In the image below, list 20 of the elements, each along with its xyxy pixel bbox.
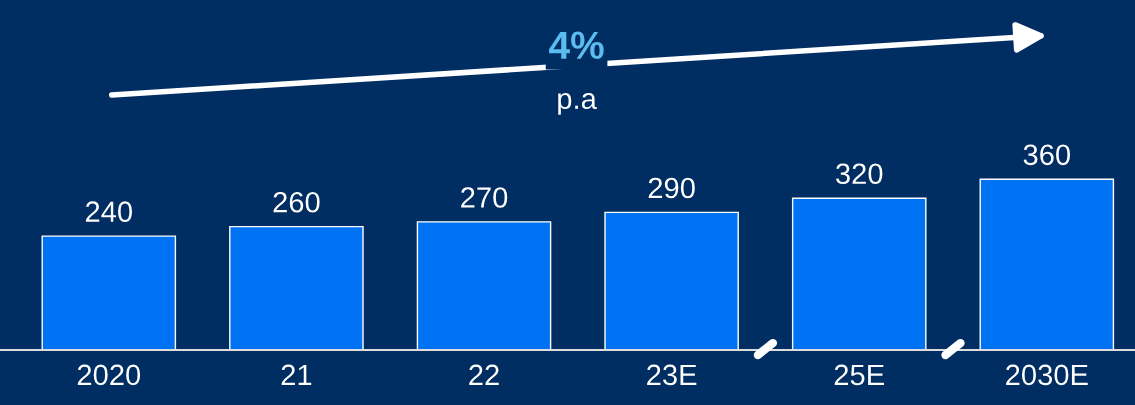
bar — [229, 225, 364, 350]
data-label: 270 — [461, 187, 508, 208]
data-label: 260 — [273, 191, 320, 213]
bar — [979, 178, 1115, 350]
data-label: 320 — [836, 163, 883, 185]
bar — [791, 197, 927, 350]
text: 4% — [549, 31, 604, 59]
x-tick-label: 22 — [469, 364, 499, 385]
x-tick-label: 21 — [281, 364, 312, 385]
data-label: 290 — [648, 177, 695, 199]
bar — [416, 221, 552, 350]
x-tick-label: 2030E — [1006, 364, 1088, 386]
bar — [604, 211, 739, 350]
x-tick-label: 23E — [647, 364, 697, 386]
data-label: 240 — [85, 201, 132, 223]
bar — [41, 235, 177, 350]
data-label: 360 — [1023, 144, 1071, 166]
text: p.a — [558, 93, 597, 115]
x-tick-label: 25E — [834, 364, 884, 386]
x-tick-label: 2020 — [77, 364, 141, 386]
